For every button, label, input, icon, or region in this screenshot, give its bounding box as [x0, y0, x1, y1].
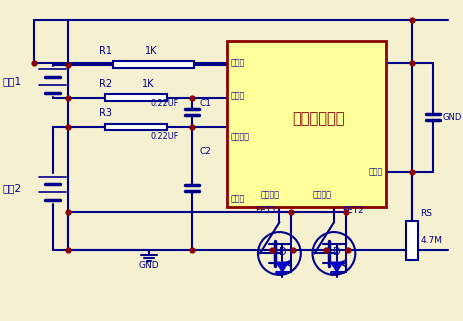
Text: 电池2: 电池2 [2, 183, 21, 193]
Text: C2: C2 [199, 147, 211, 156]
Bar [405, 221, 417, 260]
Text: GND: GND [138, 261, 159, 270]
Bar [105, 124, 166, 130]
Polygon shape [276, 262, 288, 272]
Text: 1K: 1K [144, 46, 157, 56]
Text: FET1: FET1 [254, 205, 276, 214]
Text: D: D [278, 247, 286, 257]
Text: R3: R3 [99, 108, 112, 118]
Text: C1: C1 [199, 100, 211, 108]
Text: R1: R1 [99, 46, 112, 56]
Text: 0.22UF: 0.22UF [150, 132, 178, 141]
Text: 电池负: 电池负 [230, 195, 244, 204]
Text: 放电保护: 放电保护 [260, 190, 279, 199]
Bar [105, 94, 166, 101]
Text: 4.7M: 4.7M [419, 236, 442, 245]
Polygon shape [330, 262, 342, 272]
Text: 电池1: 电池1 [2, 76, 21, 86]
Text: 充电保护: 充电保护 [312, 190, 331, 199]
Text: D: D [332, 247, 340, 257]
Text: 电池中点: 电池中点 [230, 132, 249, 141]
Text: 电源负: 电源负 [368, 167, 382, 176]
Text: 电池正: 电池正 [230, 91, 244, 100]
Bar [226, 41, 386, 207]
Text: FET2: FET2 [342, 205, 363, 214]
Text: RS: RS [419, 209, 432, 218]
Text: 1K: 1K [141, 79, 154, 89]
Text: 电源正: 电源正 [230, 58, 244, 67]
Text: GND: GND [442, 113, 461, 122]
Bar [113, 61, 194, 68]
Text: 充放电保护板: 充放电保护板 [291, 112, 344, 126]
Text: 0.22UF: 0.22UF [150, 100, 178, 108]
Text: R2: R2 [98, 79, 112, 89]
